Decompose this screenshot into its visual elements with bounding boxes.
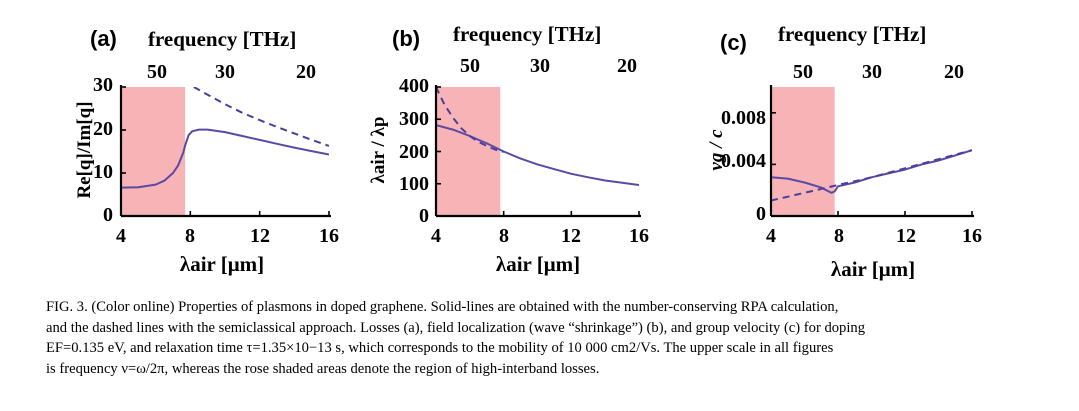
caption-line-4: is frequency ν=ω/2π, whereas the rose sh…: [46, 360, 600, 377]
panel-a-solid-curve: [121, 128, 329, 189]
panel-b-top-axis-title: frequency [THz]: [453, 22, 601, 46]
panel-b-plot-area: [434, 85, 641, 218]
panel-a: (a) frequency [THz] 50 30 20 30 20 10 0 …: [74, 26, 339, 276]
panel-b-x-axis-label: λair [μm]: [496, 252, 580, 276]
panel-b-shaded-region: [436, 87, 501, 216]
caption-line-2: and the dashed lines with the semiclassi…: [46, 319, 865, 336]
panel-b-dashed-curve: [436, 87, 504, 153]
panel-c-y-tick-0.008: 0.008: [721, 107, 766, 129]
panel-c-y-tick-0.004: 0.004: [721, 150, 766, 172]
panel-b-x-tick-16: 16: [629, 225, 649, 247]
panel-a-x-tick-4: 4: [116, 225, 126, 247]
panel-b-x-tick-8: 8: [499, 225, 509, 247]
panel-a-x-axis-label: λair [μm]: [180, 252, 264, 276]
panel-a-top-tick-2: 30: [215, 61, 235, 83]
panel-c-x-tick-8: 8: [834, 225, 844, 247]
panel-b-y-tick-100: 100: [399, 173, 429, 195]
panel-b-y-tick-300: 300: [399, 108, 429, 130]
panel-c-x-tick-16: 16: [962, 225, 982, 247]
panel-b-top-tick-3: 20: [617, 55, 637, 77]
caption-line-3: EF=0.135 eV, and relaxation time τ=1.35×…: [46, 340, 834, 356]
panel-a-dashed-curve: [193, 87, 329, 147]
panel-c-shaded-region: [771, 87, 835, 216]
panel-c-top-tick-1: 50: [793, 61, 813, 83]
caption-figure-label: FIG. 3.: [46, 299, 88, 315]
panel-a-top-axis-title: frequency [THz]: [148, 27, 296, 51]
panel-c-top-tick-2: 30: [862, 61, 882, 83]
panel-c-top-axis-title: frequency [THz]: [778, 22, 926, 46]
caption-text-1: (Color online) Properties of plasmons in…: [91, 299, 839, 315]
panel-b-top-tick-1: 50: [460, 55, 480, 77]
panel-a-y-tick-20: 20: [93, 118, 113, 140]
panel-b-x-tick-12: 12: [561, 225, 581, 247]
panel-b-y-tick-400: 400: [399, 75, 429, 97]
caption-line-1: FIG. 3. (Color online) Properties of pla…: [46, 297, 1046, 318]
figure-3: (a) frequency [THz] 50 30 20 30 20 10 0 …: [74, 22, 982, 281]
panel-c-plot-area: [769, 85, 974, 218]
panel-a-y-axis-label: Re[q]/Im[q]: [74, 101, 95, 198]
panel-c: (c) frequency [THz] 50 30 20 0.008 0.004…: [706, 22, 982, 281]
panel-c-x-tick-4: 4: [766, 225, 776, 247]
panel-c-top-tick-3: 20: [944, 61, 964, 83]
panel-a-y-tick-30: 30: [93, 74, 113, 96]
figure-caption: FIG. 3. (Color online) Properties of pla…: [46, 297, 1046, 379]
panel-a-top-tick-3: 20: [296, 61, 316, 83]
panel-a-plot-area: [119, 85, 331, 218]
panel-b-x-tick-4: 4: [431, 225, 441, 247]
panel-a-shaded-region: [121, 87, 186, 216]
panel-b-y-tick-200: 200: [399, 141, 429, 163]
panel-a-x-tick-8: 8: [185, 225, 195, 247]
panel-c-y-tick-0: 0: [756, 203, 766, 225]
panel-a-x-tick-12: 12: [250, 225, 270, 247]
panel-b-y-axis-label: λair / λp: [368, 117, 389, 184]
panel-b-letter: (b): [392, 26, 420, 51]
panel-c-letter: (c): [720, 30, 747, 55]
panel-a-x-tick-16: 16: [319, 225, 339, 247]
panel-a-y-tick-0: 0: [103, 204, 113, 226]
panel-b-y-tick-0: 0: [419, 205, 429, 227]
panel-b-top-tick-2: 30: [530, 55, 550, 77]
panel-a-letter: (a): [90, 26, 117, 51]
panel-a-y-tick-10: 10: [93, 161, 113, 183]
panel-c-dashed-curve: [771, 149, 972, 202]
panel-c-x-axis-label: λair [μm]: [831, 257, 915, 281]
panel-c-solid-curve: [771, 149, 972, 194]
panel-c-y-axis-label: vg / c: [706, 129, 727, 171]
panel-c-x-tick-12: 12: [896, 225, 916, 247]
panel-b: (b) frequency [THz] 50 30 20 400 300 200…: [368, 22, 649, 276]
panel-a-top-tick-1: 50: [147, 61, 167, 83]
